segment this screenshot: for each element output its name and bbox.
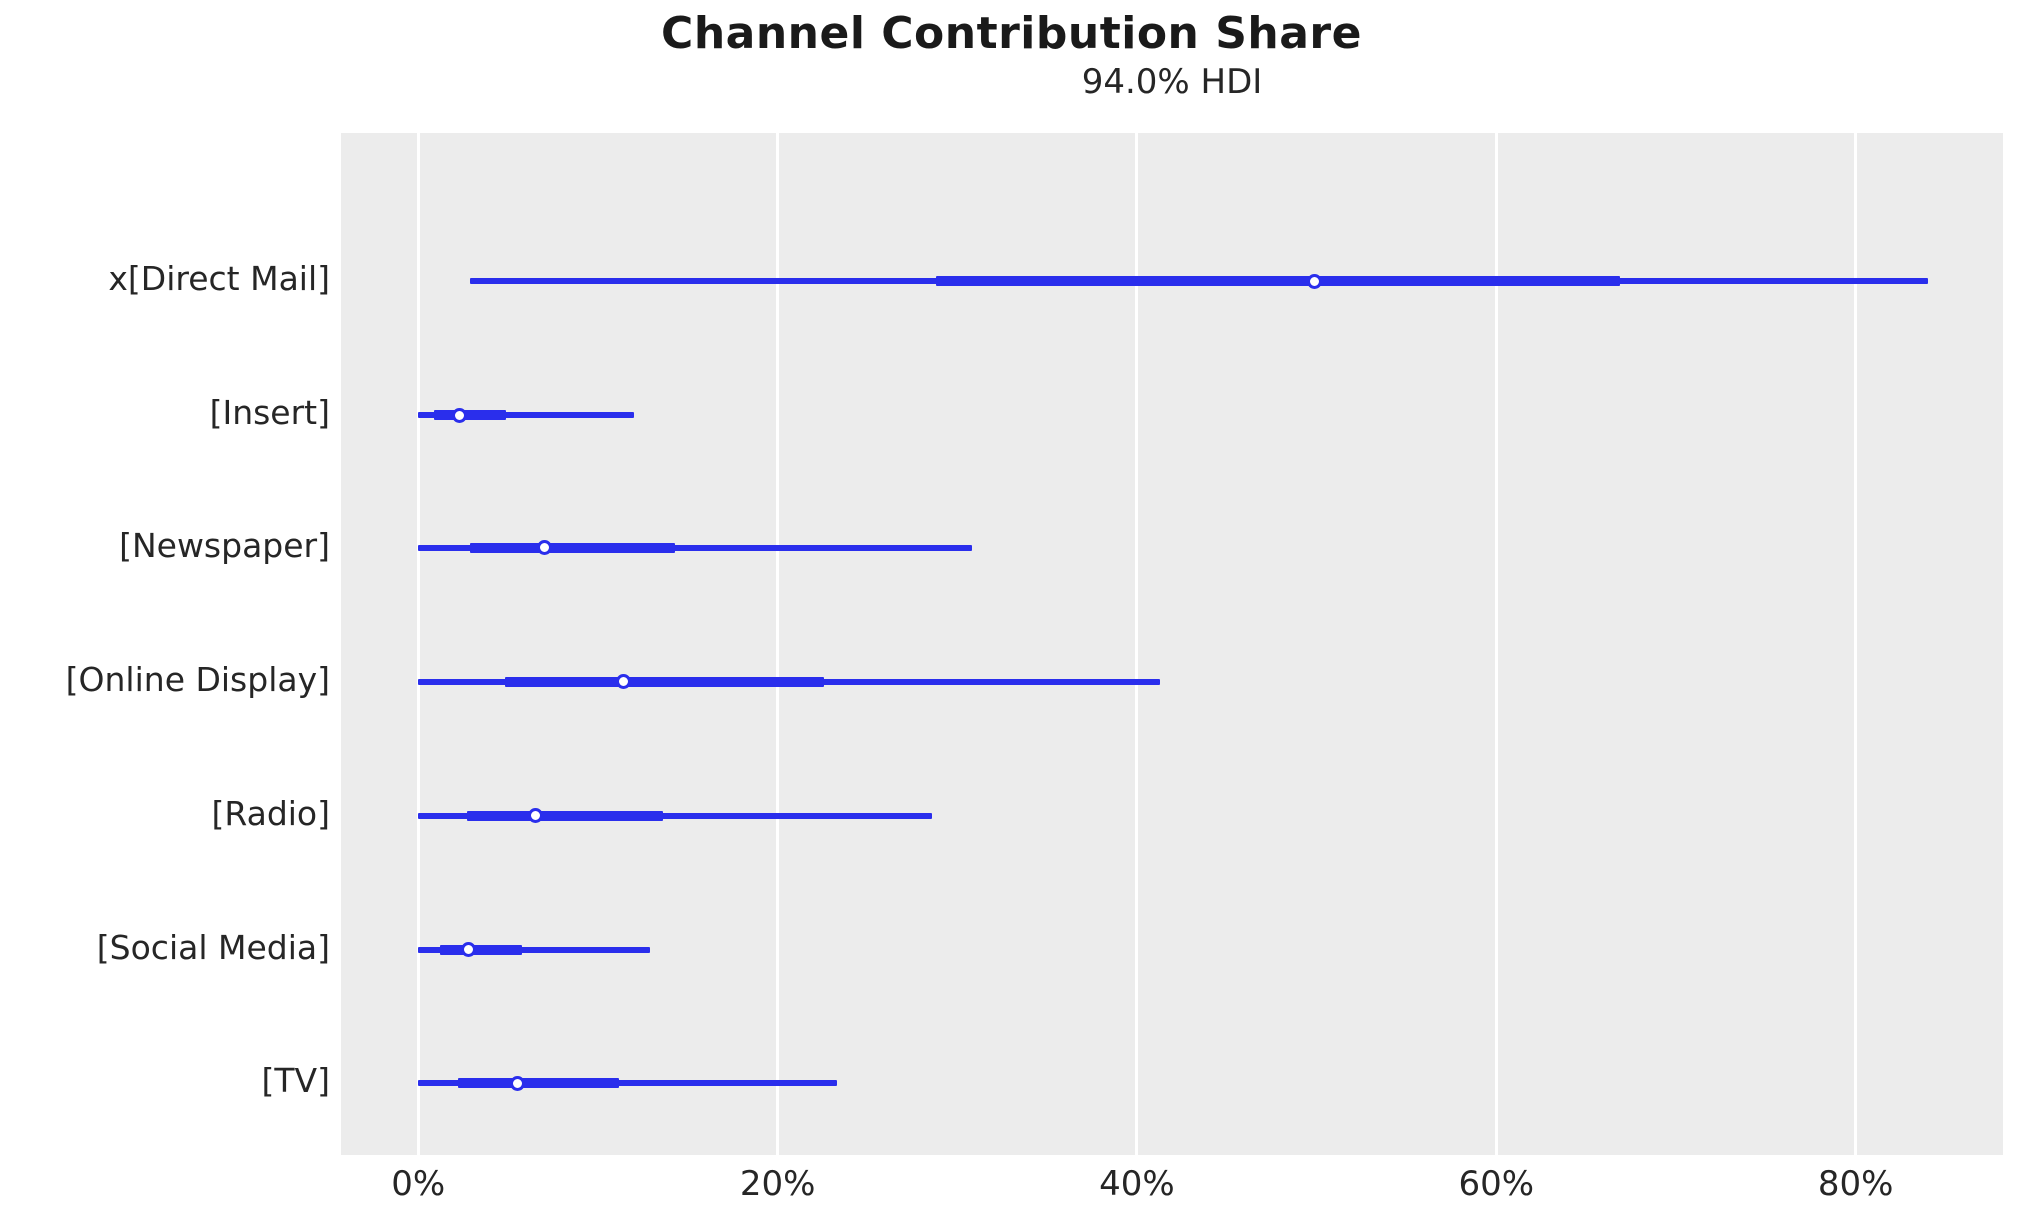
- y-tick-label: [Newspaper]: [119, 525, 330, 565]
- gridline: [416, 133, 420, 1155]
- y-tick-label: [Social Media]: [96, 927, 330, 967]
- quartile-interval-line: [470, 542, 676, 553]
- median-marker: [461, 942, 477, 958]
- hdi-interval-line: [418, 544, 972, 551]
- quartile-interval-line: [439, 944, 523, 955]
- x-tick-label: 20%: [739, 1164, 816, 1204]
- y-tick-label: [TV]: [261, 1061, 330, 1101]
- median-marker: [527, 808, 543, 824]
- gridline: [1494, 133, 1498, 1155]
- x-tick-label: 40%: [1099, 1164, 1175, 1204]
- x-tick-label: 60%: [1458, 1164, 1535, 1204]
- median-marker: [509, 1075, 525, 1091]
- quartile-interval-line: [466, 810, 663, 821]
- median-marker: [452, 407, 468, 423]
- quartile-interval-line: [457, 1078, 620, 1089]
- y-axis-labels: x[Direct Mail] [Insert] [Newspaper] [Online…: [0, 133, 330, 1155]
- hdi-interval-line: [418, 1080, 837, 1087]
- quartile-interval-line: [434, 410, 507, 421]
- median-marker: [1307, 273, 1323, 289]
- plot-area: [341, 133, 2003, 1155]
- gridline: [776, 133, 780, 1155]
- quartile-interval-line: [935, 276, 1621, 287]
- quartile-interval-line: [504, 676, 825, 687]
- chart-title: Channel Contribution Share: [661, 8, 1362, 59]
- median-marker: [536, 540, 552, 556]
- gridline: [1135, 133, 1139, 1155]
- median-marker: [615, 674, 631, 690]
- hdi-interval-line: [418, 946, 651, 953]
- chart-subtitle-hdi: 94.0% HDI: [1081, 62, 1263, 102]
- y-tick-label: x[Direct Mail]: [108, 259, 330, 299]
- x-tick-label: 0%: [391, 1164, 446, 1204]
- y-tick-label: [Radio]: [211, 793, 330, 833]
- gridline: [1854, 133, 1858, 1155]
- hdi-interval-line: [418, 412, 634, 419]
- y-tick-label: [Online Display]: [65, 659, 330, 699]
- x-tick-label: 80%: [1817, 1164, 1894, 1204]
- hdi-interval-line: [418, 812, 933, 819]
- y-tick-label: [Insert]: [209, 393, 330, 433]
- x-axis-labels: 0% 20% 40% 60% 80%: [341, 1164, 2003, 1209]
